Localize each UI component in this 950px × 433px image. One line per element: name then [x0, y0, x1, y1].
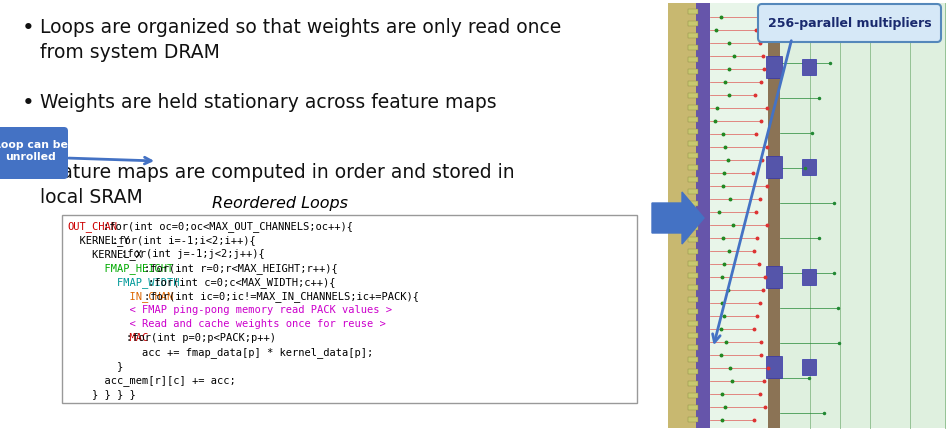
- Bar: [688, 237, 698, 242]
- Text: :for(int i=-1;i<2;i++){: :for(int i=-1;i<2;i++){: [112, 235, 256, 245]
- Bar: [688, 321, 698, 326]
- Text: Loop can be
unrolled: Loop can be unrolled: [0, 140, 68, 162]
- Text: Reordered Loops: Reordered Loops: [212, 196, 348, 211]
- Bar: [688, 333, 698, 338]
- Text: }: }: [67, 361, 124, 371]
- Bar: [688, 405, 698, 410]
- Bar: [668, 3, 696, 428]
- Text: Loops are organized so that weights are only read once
from system DRAM: Loops are organized so that weights are …: [40, 18, 561, 62]
- Bar: [668, 3, 946, 428]
- Text: IN_CHAN: IN_CHAN: [67, 291, 173, 302]
- Text: < Read and cache weights once for reuse >: < Read and cache weights once for reuse …: [67, 319, 386, 329]
- Bar: [688, 345, 698, 350]
- Text: Feature maps are computed in order and stored in
local SRAM: Feature maps are computed in order and s…: [40, 163, 515, 207]
- Bar: [688, 177, 698, 182]
- Bar: [688, 9, 698, 14]
- Text: :for(int j=-1;j<2;j++){: :for(int j=-1;j<2;j++){: [121, 249, 265, 259]
- Bar: [688, 165, 698, 170]
- Bar: [766, 56, 782, 78]
- Bar: [688, 393, 698, 398]
- Text: Weights are held stationary across feature maps: Weights are held stationary across featu…: [40, 93, 497, 112]
- Text: acc += fmap_data[p] * kernel_data[p];: acc += fmap_data[p] * kernel_data[p];: [67, 347, 373, 358]
- Bar: [688, 369, 698, 374]
- Bar: [688, 297, 698, 302]
- Text: KERNEL_X: KERNEL_X: [67, 249, 142, 260]
- Bar: [688, 93, 698, 98]
- Bar: [688, 249, 698, 254]
- Text: acc_mem[r][c] += acc;: acc_mem[r][c] += acc;: [67, 375, 236, 386]
- Bar: [688, 417, 698, 422]
- Bar: [688, 309, 698, 314]
- Bar: [688, 201, 698, 206]
- Text: :for(int r=0;r<MAX_HEIGHT;r++){: :for(int r=0;r<MAX_HEIGHT;r++){: [143, 263, 337, 274]
- Bar: [688, 21, 698, 26]
- Text: :for(int ic=0;ic!=MAX_IN_CHANNELS;ic+=PACK){: :for(int ic=0;ic!=MAX_IN_CHANNELS;ic+=PA…: [143, 291, 419, 302]
- Bar: [62, 215, 637, 403]
- Bar: [688, 381, 698, 386]
- Bar: [802, 359, 816, 375]
- FancyArrow shape: [652, 192, 704, 244]
- Text: :for(int oc=0;oc<MAX_OUT_CHANNELS;oc++){: :for(int oc=0;oc<MAX_OUT_CHANNELS;oc++){: [103, 221, 353, 232]
- Bar: [768, 3, 780, 428]
- Bar: [766, 266, 782, 288]
- Text: MAC: MAC: [67, 333, 148, 343]
- Text: < FMAP ping-pong memory read PACK values >: < FMAP ping-pong memory read PACK values…: [67, 305, 392, 315]
- Bar: [688, 33, 698, 38]
- Text: •: •: [22, 163, 35, 183]
- Bar: [766, 156, 782, 178]
- Bar: [802, 269, 816, 285]
- Bar: [688, 213, 698, 218]
- Bar: [696, 3, 710, 428]
- Bar: [688, 189, 698, 194]
- Bar: [688, 153, 698, 158]
- Bar: [766, 356, 782, 378]
- Bar: [688, 45, 698, 50]
- FancyBboxPatch shape: [758, 4, 941, 42]
- Bar: [688, 357, 698, 362]
- Text: KERNEL_Y: KERNEL_Y: [67, 235, 129, 246]
- Bar: [688, 141, 698, 146]
- Text: •: •: [22, 93, 35, 113]
- Text: :for(int p=0;p<PACK;p++): :for(int p=0;p<PACK;p++): [125, 333, 276, 343]
- Bar: [688, 81, 698, 86]
- Bar: [688, 57, 698, 62]
- Text: •: •: [22, 18, 35, 38]
- Text: } } } }: } } } }: [67, 389, 136, 399]
- Bar: [688, 129, 698, 134]
- Text: 256-parallel multipliers: 256-parallel multipliers: [768, 16, 931, 29]
- Bar: [780, 3, 946, 428]
- Bar: [688, 285, 698, 290]
- Bar: [688, 105, 698, 110]
- Text: :for(int c=0;c<MAX_WIDTH;c++){: :for(int c=0;c<MAX_WIDTH;c++){: [148, 277, 335, 288]
- Bar: [688, 273, 698, 278]
- Bar: [802, 59, 816, 75]
- Bar: [688, 261, 698, 266]
- Bar: [802, 159, 816, 175]
- Bar: [688, 225, 698, 230]
- Text: OUT_CHAN: OUT_CHAN: [67, 221, 117, 232]
- Text: FMAP_WIDTH: FMAP_WIDTH: [67, 277, 180, 288]
- Text: FMAP_HEIGHT: FMAP_HEIGHT: [67, 263, 173, 274]
- Bar: [688, 69, 698, 74]
- Bar: [688, 117, 698, 122]
- FancyBboxPatch shape: [0, 127, 68, 179]
